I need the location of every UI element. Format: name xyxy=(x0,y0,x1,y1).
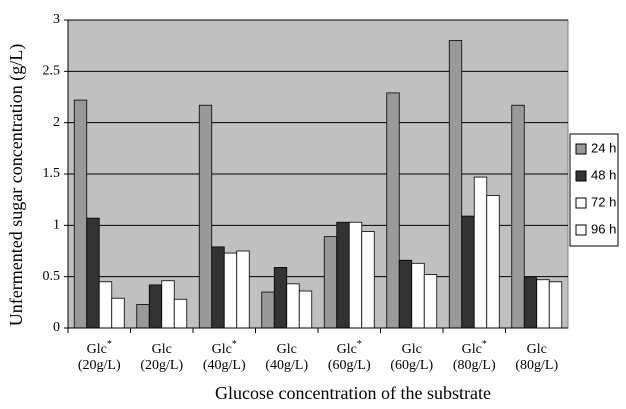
x-tick-label: Glc* (80g/L) xyxy=(453,339,496,373)
x-tick-line: (60g/L) xyxy=(328,358,371,373)
x-tick-line: (20g/L) xyxy=(78,358,121,373)
x-tick-line: Glc xyxy=(277,342,297,357)
x-tick-star: * xyxy=(482,339,487,350)
bar xyxy=(173,298,188,329)
x-tick-label: Glc* (60g/L) xyxy=(328,339,371,373)
x-tick-label: Glc (20g/L) xyxy=(140,342,183,373)
x-tick-star: * xyxy=(357,339,362,350)
y-tick-label: 2 xyxy=(53,115,60,130)
bar xyxy=(273,267,288,329)
x-tick-line: Glc xyxy=(87,342,107,357)
legend-label: 24 h xyxy=(591,140,616,155)
x-tick-line: Glc xyxy=(462,342,482,357)
x-tick-line: Glc xyxy=(337,342,357,357)
y-tick-label: 1.5 xyxy=(43,166,61,181)
x-tick-line: (40g/L) xyxy=(203,358,246,373)
legend-swatch xyxy=(575,170,587,182)
x-tick-line: (80g/L) xyxy=(453,358,496,373)
bar xyxy=(98,281,113,329)
y-axis-label: Unfermented sugar concentration (g/L) xyxy=(6,44,27,326)
x-tick-line: (20g/L) xyxy=(140,358,183,373)
x-tick-label: Glc (60g/L) xyxy=(390,342,433,373)
bar xyxy=(111,297,125,329)
bar xyxy=(423,274,438,329)
bar xyxy=(198,104,213,329)
bar xyxy=(211,246,225,329)
x-tick-label: Glc* (40g/L) xyxy=(203,339,246,373)
x-tick-line: Glc xyxy=(527,342,547,357)
bar xyxy=(148,284,163,329)
bar xyxy=(348,221,363,329)
y-tick-label: 3 xyxy=(53,12,60,27)
x-tick-label: Glc (80g/L) xyxy=(515,342,558,373)
bar xyxy=(461,215,475,329)
bar xyxy=(223,252,238,329)
x-tick-line: Glc xyxy=(212,342,232,357)
y-tick-label: 1 xyxy=(53,218,60,233)
bar xyxy=(411,262,425,329)
x-tick-line: (80g/L) xyxy=(515,358,558,373)
bar xyxy=(361,231,375,329)
bar xyxy=(511,104,525,329)
bar xyxy=(398,259,413,329)
bar xyxy=(323,236,338,329)
legend-swatch xyxy=(575,224,587,236)
x-axis-label: Glucose concentration of the substrate xyxy=(215,383,491,403)
bar xyxy=(448,40,463,329)
bar xyxy=(336,221,350,329)
bar xyxy=(473,176,488,329)
bar xyxy=(73,99,88,329)
bar xyxy=(286,283,300,329)
x-tick-star: * xyxy=(232,339,237,350)
bar xyxy=(161,280,175,329)
bar xyxy=(536,279,550,329)
legend-label: 72 h xyxy=(591,194,616,209)
legend-swatch xyxy=(575,143,587,155)
bar xyxy=(136,303,150,329)
x-tick-star: * xyxy=(107,339,112,350)
bar xyxy=(386,92,400,329)
bar xyxy=(523,277,538,329)
bar xyxy=(236,250,250,329)
bar xyxy=(298,290,313,329)
x-tick-line: Glc xyxy=(402,342,422,357)
y-tick-label: 0.5 xyxy=(43,269,61,284)
y-tick-label: 2.5 xyxy=(43,64,61,79)
y-tick-label: 0 xyxy=(53,320,60,335)
x-tick-label: Glc* (20g/L) xyxy=(78,339,121,373)
x-tick-line: (40g/L) xyxy=(265,358,308,373)
x-tick-label: Glc (40g/L) xyxy=(265,342,308,373)
legend-label: 96 h xyxy=(591,221,616,236)
x-tick-line: (60g/L) xyxy=(390,358,433,373)
legend-label: 48 h xyxy=(591,167,616,182)
x-tick-line: Glc xyxy=(152,342,172,357)
bar xyxy=(486,195,500,329)
bar xyxy=(86,217,100,329)
bar xyxy=(548,281,563,329)
bar xyxy=(261,291,275,329)
legend-swatch xyxy=(575,197,587,209)
